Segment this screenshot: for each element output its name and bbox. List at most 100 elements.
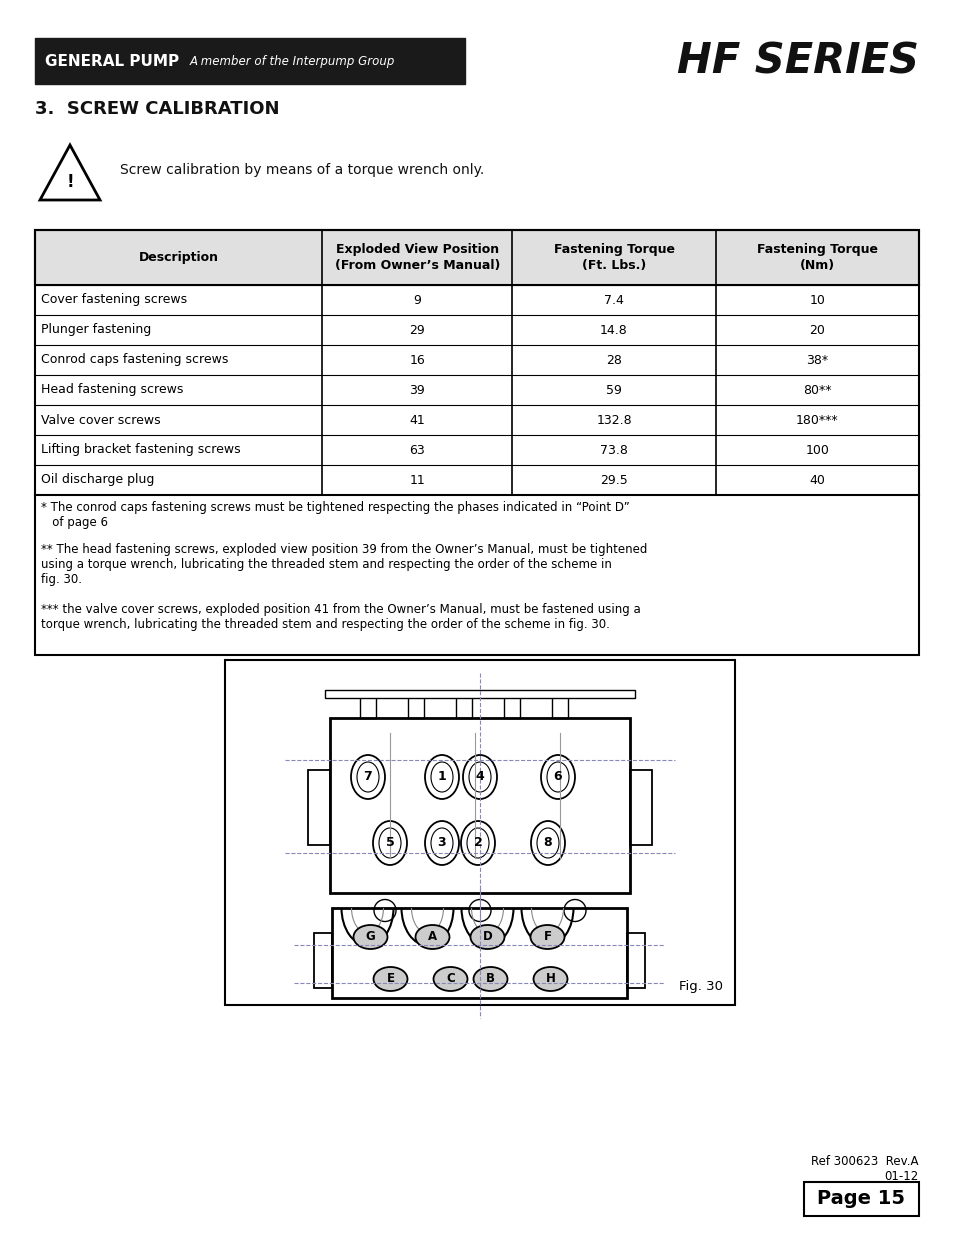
Text: D: D xyxy=(482,930,492,944)
Ellipse shape xyxy=(373,821,407,864)
Ellipse shape xyxy=(473,967,507,990)
Text: Fastening Torque
(Ft. Lbs.): Fastening Torque (Ft. Lbs.) xyxy=(553,243,674,272)
Bar xyxy=(225,659,734,1005)
Ellipse shape xyxy=(469,762,491,792)
Text: *** the valve cover screws, exploded position 41 from the Owner’s Manual, must b: *** the valve cover screws, exploded pos… xyxy=(41,603,640,631)
Text: 1: 1 xyxy=(437,771,446,783)
Text: 7: 7 xyxy=(363,771,372,783)
Text: 7.4: 7.4 xyxy=(603,294,623,306)
Ellipse shape xyxy=(433,967,467,990)
Text: A: A xyxy=(428,930,436,944)
Bar xyxy=(333,908,627,998)
Ellipse shape xyxy=(374,967,407,990)
Bar xyxy=(456,695,472,718)
Ellipse shape xyxy=(431,827,453,858)
Text: A member of the Interpump Group: A member of the Interpump Group xyxy=(190,54,395,68)
Text: Ref 300623  Rev.A
01-12: Ref 300623 Rev.A 01-12 xyxy=(811,1155,918,1183)
Ellipse shape xyxy=(470,925,504,948)
Bar xyxy=(308,769,330,845)
Bar xyxy=(627,932,645,988)
Text: 132.8: 132.8 xyxy=(596,414,631,426)
Text: 8: 8 xyxy=(543,836,552,850)
Bar xyxy=(803,1182,918,1216)
Ellipse shape xyxy=(424,755,458,799)
Text: 28: 28 xyxy=(605,353,621,367)
Text: E: E xyxy=(386,972,395,986)
Text: 80**: 80** xyxy=(802,384,831,396)
Text: Plunger fastening: Plunger fastening xyxy=(41,324,152,336)
Text: Head fastening screws: Head fastening screws xyxy=(41,384,183,396)
Text: * The conrod caps fastening screws must be tightened respecting the phases indic: * The conrod caps fastening screws must … xyxy=(41,501,629,529)
Text: 3: 3 xyxy=(437,836,446,850)
Text: Cover fastening screws: Cover fastening screws xyxy=(41,294,187,306)
Text: H: H xyxy=(545,972,555,986)
Bar xyxy=(314,932,333,988)
Ellipse shape xyxy=(462,755,497,799)
Text: !: ! xyxy=(66,173,73,191)
Text: 29: 29 xyxy=(409,324,425,336)
Text: 20: 20 xyxy=(808,324,824,336)
Ellipse shape xyxy=(460,821,495,864)
Text: 6: 6 xyxy=(553,771,561,783)
Text: Fastening Torque
(Nm): Fastening Torque (Nm) xyxy=(756,243,877,272)
Text: G: G xyxy=(365,930,375,944)
Text: HF SERIES: HF SERIES xyxy=(677,40,918,82)
Ellipse shape xyxy=(530,925,564,948)
Text: 63: 63 xyxy=(409,443,425,457)
Ellipse shape xyxy=(351,755,385,799)
Text: 59: 59 xyxy=(605,384,621,396)
Text: 180***: 180*** xyxy=(795,414,838,426)
Text: 5: 5 xyxy=(385,836,394,850)
Text: 40: 40 xyxy=(808,473,824,487)
Text: Conrod caps fastening screws: Conrod caps fastening screws xyxy=(41,353,228,367)
Text: B: B xyxy=(485,972,495,986)
Bar xyxy=(629,769,651,845)
Ellipse shape xyxy=(431,762,453,792)
Text: 39: 39 xyxy=(409,384,425,396)
Text: GENERAL PUMP: GENERAL PUMP xyxy=(45,53,179,68)
Bar xyxy=(503,695,519,718)
Text: 73.8: 73.8 xyxy=(599,443,627,457)
Text: 3.  SCREW CALIBRATION: 3. SCREW CALIBRATION xyxy=(35,100,279,119)
Bar xyxy=(359,695,375,718)
Ellipse shape xyxy=(416,925,449,948)
Text: 4: 4 xyxy=(476,771,484,783)
Text: 29.5: 29.5 xyxy=(599,473,627,487)
Text: 16: 16 xyxy=(409,353,425,367)
Bar xyxy=(408,695,423,718)
Text: Screw calibration by means of a torque wrench only.: Screw calibration by means of a torque w… xyxy=(120,163,484,177)
Ellipse shape xyxy=(467,827,489,858)
Text: 10: 10 xyxy=(808,294,824,306)
Ellipse shape xyxy=(546,762,568,792)
Text: F: F xyxy=(543,930,551,944)
Ellipse shape xyxy=(533,967,567,990)
Text: 2: 2 xyxy=(473,836,482,850)
Text: Page 15: Page 15 xyxy=(817,1189,904,1209)
Text: 38*: 38* xyxy=(805,353,827,367)
Ellipse shape xyxy=(531,821,564,864)
Text: Valve cover screws: Valve cover screws xyxy=(41,414,160,426)
Text: 41: 41 xyxy=(409,414,425,426)
Ellipse shape xyxy=(356,762,378,792)
Bar xyxy=(325,689,635,698)
Ellipse shape xyxy=(378,827,400,858)
Text: C: C xyxy=(446,972,455,986)
Bar xyxy=(552,695,567,718)
Bar xyxy=(35,230,918,285)
Text: Exploded View Position
(From Owner’s Manual): Exploded View Position (From Owner’s Man… xyxy=(335,243,499,272)
Bar xyxy=(35,38,464,84)
Ellipse shape xyxy=(424,821,458,864)
Bar xyxy=(35,230,918,655)
Text: 11: 11 xyxy=(409,473,425,487)
Text: 9: 9 xyxy=(413,294,421,306)
Text: 14.8: 14.8 xyxy=(599,324,627,336)
Text: ** The head fastening screws, exploded view position 39 from the Owner’s Manual,: ** The head fastening screws, exploded v… xyxy=(41,543,647,585)
Text: 100: 100 xyxy=(804,443,828,457)
Text: Oil discharge plug: Oil discharge plug xyxy=(41,473,154,487)
Text: Description: Description xyxy=(138,251,218,264)
Ellipse shape xyxy=(540,755,575,799)
Bar xyxy=(330,718,629,893)
Text: Fig. 30: Fig. 30 xyxy=(679,981,722,993)
Ellipse shape xyxy=(354,925,387,948)
Text: Lifting bracket fastening screws: Lifting bracket fastening screws xyxy=(41,443,240,457)
